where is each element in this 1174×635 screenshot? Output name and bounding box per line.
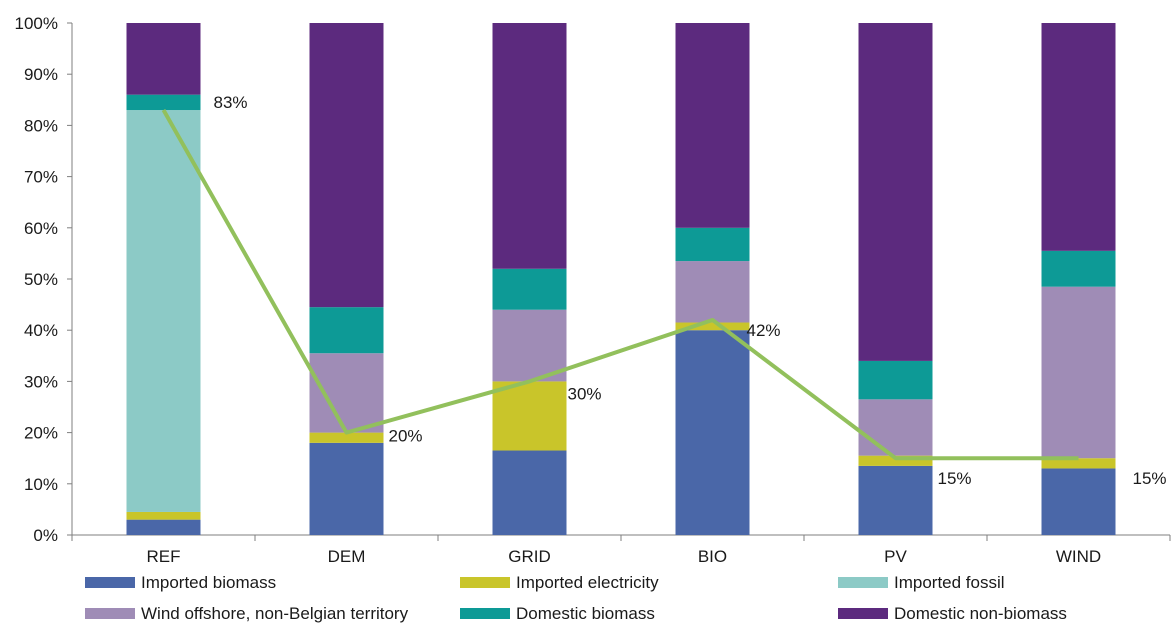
bar-segment (858, 465, 933, 535)
line-data-label: 15% (938, 469, 972, 488)
legend-entry-label: Domestic biomass (516, 604, 655, 623)
y-tick-label: 100% (15, 14, 58, 33)
bar-segment (126, 511, 201, 520)
import-share-line: 83% 20% 30% 42% 15% 15% (161, 93, 1167, 488)
bar-segment (492, 268, 567, 310)
y-tick-label: 80% (24, 116, 58, 135)
line-data-label: 42% (747, 321, 781, 340)
y-tick-label: 60% (24, 219, 58, 238)
bar-segment (309, 353, 384, 433)
bar-segment (309, 23, 384, 308)
bar-segment (492, 381, 567, 451)
bar-segment (492, 450, 567, 535)
y-tick-label: 30% (24, 372, 58, 391)
bar-segment (309, 432, 384, 443)
bar-segment (1041, 23, 1116, 251)
bar-segment (126, 94, 201, 111)
legend-swatch (460, 608, 510, 619)
x-tick-label: BIO (698, 547, 727, 566)
bar-segment (1041, 468, 1116, 535)
bar-segment (858, 360, 933, 400)
bar-segment (1041, 286, 1116, 459)
bar-segment (675, 23, 750, 228)
y-tick-label: 70% (24, 168, 58, 187)
legend: Imported biomass Imported electricity Impo… (85, 573, 1067, 623)
bar-segment (1041, 458, 1116, 469)
x-tick-label: WIND (1056, 547, 1101, 566)
line-data-label: 15% (1133, 469, 1167, 488)
bar-segment (1041, 250, 1116, 287)
bar-segment (675, 322, 750, 331)
y-tick-label: 20% (24, 424, 58, 443)
y-tick-label: 10% (24, 475, 58, 494)
x-tick-label: PV (884, 547, 907, 566)
x-tick-label: GRID (508, 547, 551, 566)
legend-swatch (460, 577, 510, 588)
bar-segment (858, 455, 933, 466)
y-tick-label: 40% (24, 321, 58, 340)
y-tick-label: 0% (33, 526, 58, 545)
y-tick-label: 50% (24, 270, 58, 289)
bar-segment (675, 330, 750, 535)
bar-segment (492, 309, 567, 382)
series-line (161, 109, 1079, 461)
axes: 0% 10% 20% 30% 40% 50% 60% 70% 80% 90% 100% REF DEM G… (15, 14, 1171, 566)
legend-entry-label: Imported fossil (894, 573, 1005, 592)
bar-segment (126, 110, 201, 512)
bar-segment (675, 261, 750, 323)
bars (126, 23, 1116, 535)
bar-segment (126, 519, 201, 535)
legend-swatch (85, 608, 135, 619)
line-data-label: 30% (568, 384, 602, 403)
legend-swatch (838, 577, 888, 588)
bar-segment (492, 23, 567, 269)
bar-segment (126, 23, 201, 95)
legend-entry-label: Wind offshore, non-Belgian territory (141, 604, 409, 623)
bar-segment (675, 227, 750, 262)
legend-entry-label: Imported biomass (141, 573, 276, 592)
line-data-label: 20% (389, 427, 423, 446)
legend-entry-label: Imported electricity (516, 573, 659, 592)
bar-segment (858, 23, 933, 361)
x-tick-label: DEM (328, 547, 366, 566)
bar-segment (309, 307, 384, 354)
legend-swatch (838, 608, 888, 619)
bar-segment (309, 442, 384, 535)
bar-segment (858, 399, 933, 456)
y-tick-label: 90% (24, 65, 58, 84)
x-tick-label: REF (147, 547, 181, 566)
line-data-label: 83% (214, 93, 248, 112)
legend-entry-label: Domestic non-biomass (894, 604, 1067, 623)
legend-swatch (85, 577, 135, 588)
